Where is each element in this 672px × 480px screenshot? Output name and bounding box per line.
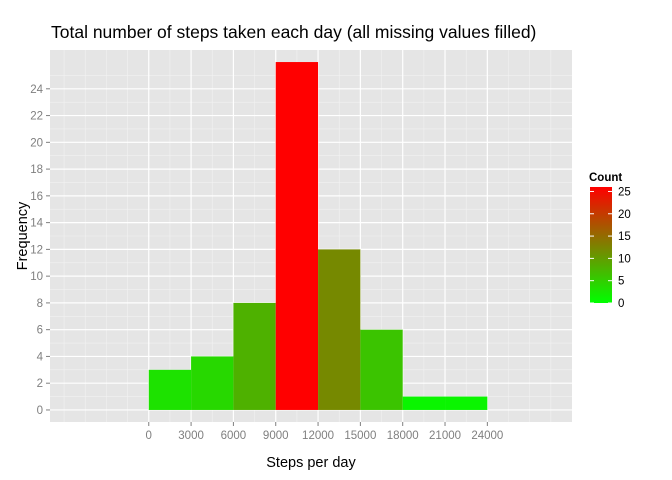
legend-tick-label: 0 [618,298,624,310]
x-tick-label: 0 [146,430,152,442]
x-tick-label: 21000 [429,430,461,442]
y-tick-label: 20 [30,137,43,149]
legend: Count 0 5 10 15 20 25 [589,172,631,310]
bars [148,62,488,410]
x-tick-label: 24000 [471,430,503,442]
y-axis-title: Frequency [15,201,31,270]
y-tick-label: 6 [37,325,43,337]
x-tick-label: 12000 [302,430,334,442]
histogram-bar [275,62,319,410]
y-tick-label: 18 [30,164,43,176]
y-tick-label: 24 [30,84,43,96]
x-tick-label: 18000 [387,430,419,442]
legend-tick-label: 20 [618,209,631,221]
legend-tick-label: 25 [618,186,631,198]
legend-colorbar [590,187,612,303]
histogram-bar [445,396,488,410]
x-axis-title: Steps per day [266,455,356,471]
x-tick-label: 6000 [221,430,247,442]
y-tick-label: 10 [30,271,43,283]
x-tick-label: 3000 [178,430,204,442]
histogram-bar [233,302,276,410]
y-tick-label: 14 [30,218,43,230]
y-tick-label: 12 [30,244,43,256]
legend-tick-label: 15 [618,231,631,243]
x-axis: 0 3000 6000 9000 12000 15000 18000 21000 24000 [146,422,503,442]
y-tick-label: 8 [37,298,43,310]
legend-ticks: 0 5 10 15 20 25 [590,186,631,310]
y-tick-label: 4 [37,351,44,363]
histogram-bar [402,396,446,410]
y-tick-label: 22 [30,111,43,123]
chart-title: Total number of steps taken each day (al… [51,22,536,42]
x-tick-label: 15000 [344,430,376,442]
y-tick-label: 0 [37,405,43,417]
histogram-bar [148,369,192,410]
y-tick-label: 16 [30,191,43,203]
legend-tick-label: 5 [618,276,624,288]
histogram-bar [191,356,234,410]
legend-tick-label: 10 [618,253,631,265]
y-tick-label: 2 [37,378,43,390]
histogram-bar [318,249,361,410]
legend-title: Count [589,172,622,184]
histogram-bar [360,329,403,410]
x-tick-label: 9000 [263,430,289,442]
